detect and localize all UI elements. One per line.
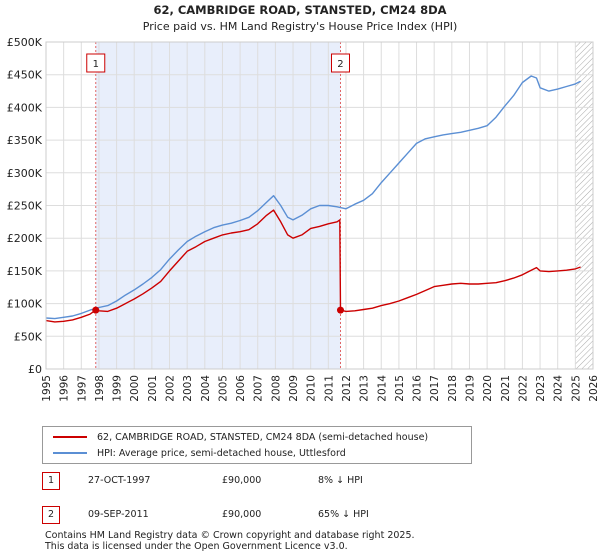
y-axis-ticks: £0 £50K £100K £150K £200K £250K £300K £350K £400… xyxy=(7,36,43,376)
legend-label-hpi: HPI: Average price, semi-detached house,… xyxy=(97,447,346,459)
x-tick-label: 2017 xyxy=(429,375,441,402)
sale-marker-label: 2 xyxy=(337,59,343,70)
x-tick-label: 2015 xyxy=(394,375,406,402)
y-tick-label: £50K xyxy=(14,330,43,343)
x-tick-label: 2010 xyxy=(306,375,318,402)
x-tick-label: 2021 xyxy=(500,375,512,402)
sale-row: 2 09-SEP-2011 £90,000 65% ↓ HPI xyxy=(42,506,442,526)
y-tick-label: £350K xyxy=(7,134,43,147)
sale-hpi-diff: 8% ↓ HPI xyxy=(318,475,363,486)
legend-item-property: 62, CAMBRIDGE ROAD, STANSTED, CM24 8DA (… xyxy=(53,430,428,444)
x-tick-label: 2025 xyxy=(570,375,582,402)
sale-date: 27-OCT-1997 xyxy=(88,475,151,486)
series-lines xyxy=(45,75,581,323)
y-tick-label: £500K xyxy=(7,36,43,49)
x-tick-label: 2019 xyxy=(464,375,476,402)
price-chart: 62, CAMBRIDGE ROAD, STANSTED, CM24 8DA P… xyxy=(7,3,600,402)
sale-price: £90,000 xyxy=(222,475,262,486)
x-tick-label: 1995 xyxy=(41,375,53,402)
series-line xyxy=(45,209,581,323)
x-tick-label: 2003 xyxy=(182,375,194,402)
y-tick-label: £0 xyxy=(28,363,42,376)
x-tick-label: 2016 xyxy=(412,375,424,402)
x-tick-label: 2002 xyxy=(165,375,177,402)
x-tick-label: 2012 xyxy=(341,375,353,402)
chart-subtitle: Price paid vs. HM Land Registry's House … xyxy=(143,20,458,33)
y-tick-label: £300K xyxy=(7,167,43,180)
x-tick-label: 2005 xyxy=(217,375,229,402)
footer-line-2: This data is licensed under the Open Gov… xyxy=(45,541,348,552)
sale-price: £90,000 xyxy=(222,509,262,520)
x-axis-ticks: 1995 1996 1997 1998 1999 2000 2001 2002 2003 2004… xyxy=(41,375,600,402)
y-tick-label: £150K xyxy=(7,265,43,278)
sale-number: 2 xyxy=(42,506,60,524)
x-tick-label: 2020 xyxy=(482,375,494,402)
series-line xyxy=(45,75,581,320)
x-tick-label: 2026 xyxy=(588,375,600,402)
sale-markers xyxy=(92,306,344,314)
x-tick-label: 2009 xyxy=(288,375,300,402)
sale-marker-label-box xyxy=(330,53,350,73)
x-tick-label: 2022 xyxy=(517,375,529,402)
plot-border xyxy=(45,41,594,370)
footer-line-1: Contains HM Land Registry data © Crown c… xyxy=(45,530,415,541)
x-tick-label: 1996 xyxy=(59,375,71,402)
grid-lines xyxy=(45,41,594,370)
x-tick-label: 2000 xyxy=(129,375,141,402)
chart-legend: 62, CAMBRIDGE ROAD, STANSTED, CM24 8DA (… xyxy=(42,426,472,464)
sale-marker-label-box xyxy=(86,53,106,73)
sale-number: 1 xyxy=(42,472,60,490)
x-tick-label: 2008 xyxy=(270,375,282,402)
legend-swatch-property xyxy=(53,436,87,438)
footer-attribution: Contains HM Land Registry data © Crown c… xyxy=(45,530,415,552)
sale-point xyxy=(336,306,344,314)
legend-swatch-hpi xyxy=(53,452,87,454)
x-tick-label: 2011 xyxy=(323,375,335,402)
sale-point xyxy=(92,306,100,314)
y-tick-label: £200K xyxy=(7,232,43,245)
x-tick-label: 2007 xyxy=(253,375,265,402)
legend-item-hpi: HPI: Average price, semi-detached house,… xyxy=(53,446,346,460)
x-tick-label: 1998 xyxy=(94,375,106,402)
x-tick-label: 2024 xyxy=(553,375,565,402)
x-tick-label: 2023 xyxy=(535,375,547,402)
y-tick-label: £450K xyxy=(7,69,43,82)
y-tick-label: £100K xyxy=(7,298,43,311)
x-tick-label: 2004 xyxy=(200,375,212,402)
chart-title: 62, CAMBRIDGE ROAD, STANSTED, CM24 8DA xyxy=(153,3,446,17)
x-tick-label: 2018 xyxy=(447,375,459,402)
x-tick-label: 2001 xyxy=(147,375,159,402)
sale-hpi-diff: 65% ↓ HPI xyxy=(318,509,369,520)
legend-label-property: 62, CAMBRIDGE ROAD, STANSTED, CM24 8DA (… xyxy=(97,431,429,443)
sale-date: 09-SEP-2011 xyxy=(88,509,149,520)
sale-marker-label: 1 xyxy=(93,59,99,70)
x-tick-label: 2013 xyxy=(359,375,371,402)
y-tick-label: £400K xyxy=(7,101,43,114)
sale-row: 1 27-OCT-1997 £90,000 8% ↓ HPI xyxy=(42,472,442,492)
x-tick-label: 2006 xyxy=(235,375,247,402)
y-tick-label: £250K xyxy=(7,200,43,213)
x-tick-label: 2014 xyxy=(376,375,388,402)
x-tick-label: 1997 xyxy=(76,375,88,402)
x-tick-label: 1999 xyxy=(112,375,124,402)
